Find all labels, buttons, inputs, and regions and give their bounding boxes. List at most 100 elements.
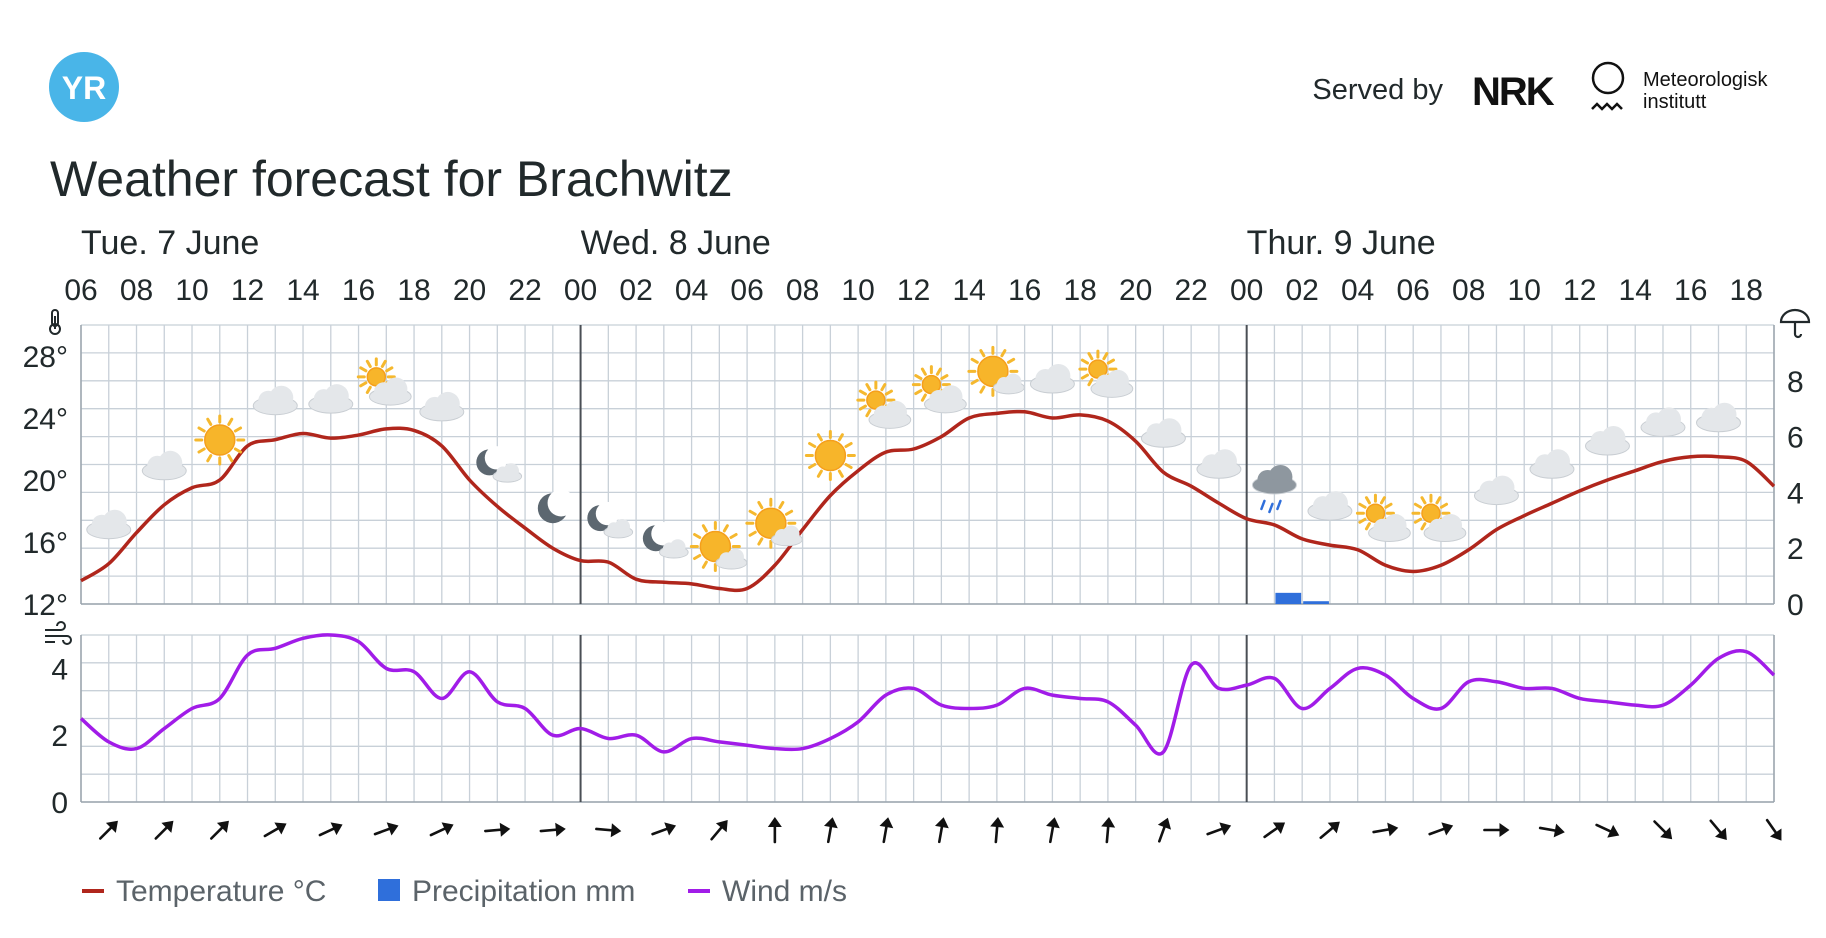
wind-arrow-icon (879, 817, 894, 844)
wind-arrow-icon (990, 817, 1005, 844)
partly-cloudy-day-icon (1355, 493, 1411, 543)
wind-direction-arrows (98, 817, 1782, 844)
temperature-tick-label: 12° (23, 589, 68, 622)
fair-day-icon (967, 345, 1025, 397)
hour-label: 10 (841, 274, 874, 307)
hour-label: 16 (1674, 274, 1707, 307)
wind-tick-label: 4 (51, 653, 68, 686)
fair-day-icon (689, 521, 748, 572)
yr-logo[interactable]: YR (49, 52, 119, 122)
hour-label: 16 (342, 274, 375, 307)
precipitation-tick-label: 8 (1787, 366, 1804, 399)
met-logo-wave-icon (1591, 102, 1623, 111)
day-label: Thur. 9 June (1247, 224, 1436, 262)
met-logo-line1: Meteorologisk (1643, 69, 1769, 91)
wind-arrow-icon (154, 820, 174, 840)
hour-label: 22 (1174, 274, 1207, 307)
legend-swatch (378, 879, 400, 901)
hour-label: 18 (1730, 274, 1763, 307)
hour-label: 02 (619, 274, 652, 307)
hour-label: 10 (1508, 274, 1541, 307)
cloudy-icon (308, 384, 354, 414)
met-logo-circle (1591, 61, 1625, 95)
hour-label: 18 (397, 274, 430, 307)
hour-label: 04 (1341, 274, 1374, 307)
partly-cloudy-night-icon (642, 522, 689, 559)
wind-arrow-icon (823, 817, 838, 844)
cloudy-icon (141, 450, 187, 481)
cloudy-icon (1584, 426, 1630, 456)
wind-arrow-icon (1709, 819, 1727, 840)
legend-swatch (688, 889, 710, 893)
partly-cloudy-night-icon (587, 501, 634, 539)
cloudy-icon (252, 385, 298, 416)
legend-item: Precipitation mm (378, 875, 635, 908)
hour-label: 22 (508, 274, 541, 307)
wind-arrow-icon (1428, 822, 1454, 836)
page-title: Weather forecast for Brachwitz (50, 151, 733, 207)
temperature-axis: 12° 16° 20° 24° 28° (23, 341, 68, 622)
wind-arrow-icon (935, 817, 949, 844)
cloudy-icon (1307, 491, 1353, 521)
wind-arrow-icon (539, 822, 566, 837)
wind-arrow-icon (651, 822, 677, 836)
wind-arrow-icon (767, 817, 782, 844)
wind-arrow-icon (1046, 817, 1060, 844)
hour-labels: 06 08 10 12 14 16 18 20 22 00 02 04 06 08 10 12 14 16 18 20… (64, 274, 1763, 307)
clear-sun-icon (804, 430, 856, 481)
wind-arrow-icon (1372, 822, 1399, 837)
precipitation-tick-label: 0 (1787, 589, 1804, 622)
cloudy-icon (419, 391, 465, 422)
temperature-panel-grid (80, 324, 1775, 605)
wind-series-line (79, 633, 1776, 756)
hour-label: 14 (1619, 274, 1652, 307)
yr-logo-circle (49, 52, 119, 122)
hour-label: 00 (1230, 274, 1263, 307)
wind-panel-grid (80, 634, 1775, 803)
cloudy-icon (1695, 402, 1741, 433)
temperature-tick-label: 16° (23, 527, 68, 560)
wind-arrow-icon (1653, 820, 1673, 840)
legend-label: Temperature °C (116, 875, 326, 908)
legend: Temperature °C Precipitation mm Wind m/s (82, 875, 847, 908)
hour-label: 02 (1285, 274, 1318, 307)
precipitation-tick-label: 6 (1787, 422, 1804, 455)
legend-swatch (82, 889, 104, 893)
yr-logo-text: YR (62, 70, 106, 106)
wind-arrow-icon (1538, 823, 1565, 838)
wind-arrow-icon (98, 820, 118, 840)
wind-arrow-icon (595, 823, 622, 838)
wind-arrow-icon (1483, 823, 1510, 837)
hour-label: 06 (730, 274, 763, 307)
wind-arrow-icon (263, 822, 287, 838)
umbrella-icon (1779, 308, 1811, 339)
day-label: Wed. 8 June (581, 224, 771, 262)
legend-label: Precipitation mm (412, 875, 635, 908)
precipitation-tick-label: 4 (1787, 477, 1804, 510)
hour-label: 14 (286, 274, 319, 307)
wind-arrow-icon (373, 822, 399, 836)
hour-label: 14 (952, 274, 985, 307)
hour-label: 18 (1063, 274, 1096, 307)
met-logo-line2: institutt (1643, 91, 1707, 113)
met-institute-logo[interactable]: Meteorologisk institutt (1591, 61, 1769, 113)
temperature-tick-label: 28° (23, 341, 68, 374)
hour-label: 12 (231, 274, 264, 307)
temperature-series-line (80, 409, 1776, 593)
wind-arrow-icon (1263, 822, 1286, 839)
cloudy-icon (86, 509, 132, 540)
temperature-line (80, 409, 1776, 593)
wind-arrow-icon (1595, 823, 1620, 838)
nrk-logo[interactable]: NRK (1472, 70, 1557, 114)
hour-label: 06 (64, 274, 97, 307)
cloudy-icon (1196, 449, 1242, 479)
wind-arrow-icon (1157, 817, 1172, 843)
partly-cloudy-day-icon (1411, 493, 1467, 543)
weather-symbols (86, 345, 1741, 572)
precipitation-axis: 0 2 4 6 8 (1787, 366, 1804, 622)
clear-night-icon (537, 489, 575, 524)
hour-label: 08 (120, 274, 153, 307)
legend-label: Wind m/s (722, 875, 847, 908)
